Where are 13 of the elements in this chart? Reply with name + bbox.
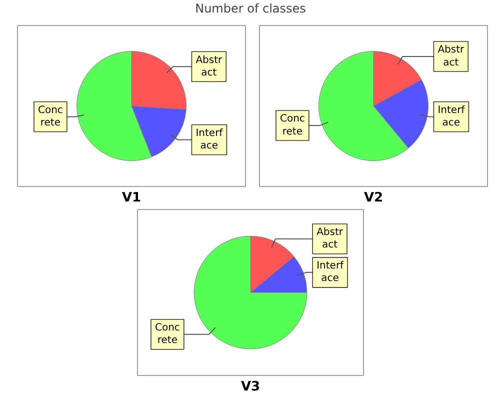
text: V1 (122, 190, 142, 206)
slice-label: Interface (438, 104, 466, 129)
slice-label: Concrete (280, 114, 305, 138)
slice-label: Abstract (438, 44, 466, 68)
slice-label: Concrete (154, 322, 180, 346)
text: V2 (364, 190, 384, 206)
slice-label: Interface (316, 260, 344, 284)
slice-label: Abstract (316, 227, 344, 251)
slice-label: Concrete (38, 104, 63, 129)
text: Number of classes (195, 2, 306, 16)
slice-label: Interface (196, 128, 224, 152)
text: V3 (240, 380, 260, 394)
slice-label: Abstract (196, 54, 224, 78)
